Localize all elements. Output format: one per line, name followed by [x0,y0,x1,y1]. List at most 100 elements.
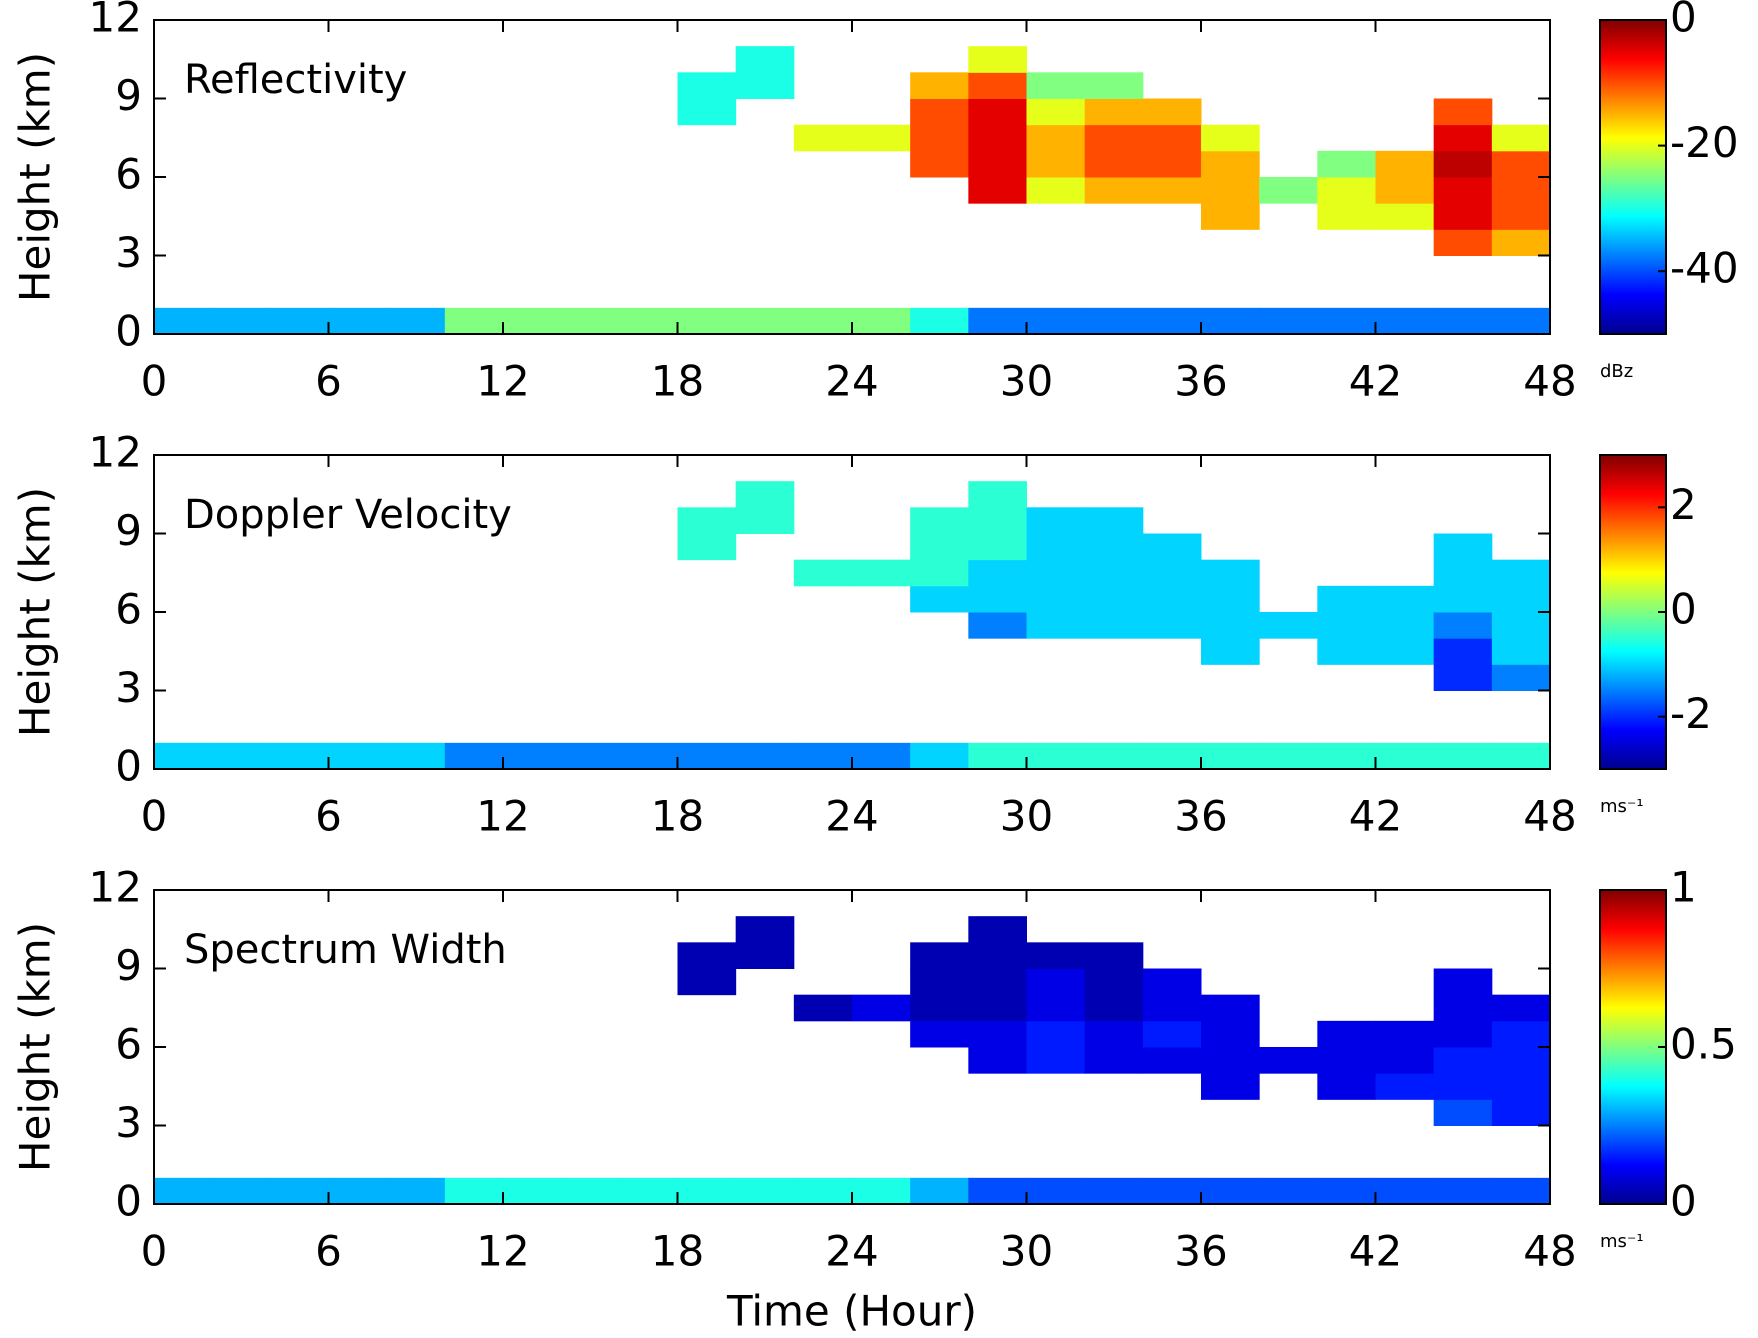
cell [1026,1020,1086,1048]
cell [1084,1047,1144,1074]
cell [1142,612,1202,639]
cell [793,559,853,587]
cell [1026,72,1086,99]
y-tick-label: 12 [89,863,142,912]
cell [1317,612,1376,639]
y-tick-label: 12 [89,0,142,42]
cell [910,124,969,152]
y-axis-label: Height (km) [11,487,60,737]
colorbar-tick-label: 0 [1670,1177,1697,1226]
cell [154,1177,213,1205]
cell [619,1177,678,1205]
cell [1375,1073,1435,1100]
cell [1201,612,1260,639]
cell [1375,585,1435,613]
cell [735,72,795,99]
cell [1142,742,1202,770]
cell [1317,307,1376,335]
cell [1433,229,1493,256]
cell [1142,307,1202,335]
colorbar [1599,19,1667,335]
cell [1317,150,1376,178]
x-tick-label: 48 [1523,1227,1576,1276]
cell [1259,307,1318,335]
cell [968,559,1027,587]
cell [1317,1047,1376,1074]
cell [1491,177,1551,204]
colorbar-tick-label: 0.5 [1670,1020,1737,1069]
cell [968,46,1027,73]
cell [1375,638,1435,665]
cell [1142,98,1202,126]
cell [1491,1099,1551,1126]
x-tick-label: 18 [651,357,704,406]
cell [968,994,1027,1022]
cell [677,1177,737,1205]
cell [1026,559,1086,587]
y-tick-label: 3 [115,663,142,712]
cell [1433,307,1493,335]
cell [968,307,1027,335]
x-tick-label: 6 [315,1227,342,1276]
cell [1201,1177,1260,1205]
cell [1491,1073,1551,1100]
cell [1375,1047,1435,1074]
y-tick-label: 12 [89,428,142,477]
cell [561,307,620,335]
cell [444,1177,504,1205]
cell [910,742,969,770]
cell [1142,559,1202,587]
cell [503,1177,562,1205]
cell [1026,942,1086,969]
cell [1491,742,1551,770]
cell [1026,177,1086,204]
cell [1201,203,1260,230]
cell [1433,585,1493,613]
x-tick-label: 18 [651,792,704,841]
cell [1375,307,1435,335]
cell [1433,177,1493,204]
cell [1433,98,1493,126]
cell [852,994,911,1022]
cell [1084,994,1144,1022]
cell [1142,124,1202,152]
y-tick-label: 0 [115,742,142,791]
cell [328,307,388,335]
cell [1317,1073,1376,1100]
cell [1084,307,1144,335]
x-tick-label: 6 [315,357,342,406]
cell [1433,124,1493,152]
cell [1317,1177,1376,1205]
colorbar-tick-label: -20 [1670,118,1739,167]
x-tick-label: 24 [825,1227,878,1276]
x-tick-label: 0 [141,792,168,841]
cell [793,124,853,152]
y-tick-label: 6 [115,585,142,634]
cell [735,481,795,508]
cell [1375,742,1435,770]
cell [270,742,329,770]
cell [968,507,1027,534]
cell [1433,1099,1493,1126]
cell [212,1177,271,1205]
cell [1317,638,1376,665]
cell [328,1177,388,1205]
cell [1375,1177,1435,1205]
cell [1201,177,1260,204]
cell [1142,1020,1202,1048]
cell [677,507,737,534]
cell [154,307,213,335]
cell [1026,994,1086,1022]
cell [1433,612,1493,639]
cell [1026,307,1086,335]
cell [968,942,1027,969]
x-tick-label: 12 [476,357,529,406]
cell [735,942,795,969]
cell [1375,1020,1435,1048]
cell [1201,307,1260,335]
cell [677,942,737,969]
cell [328,742,388,770]
cell [1317,1020,1376,1048]
cell [1142,968,1202,996]
colorbar-tick-label: -40 [1670,244,1739,293]
